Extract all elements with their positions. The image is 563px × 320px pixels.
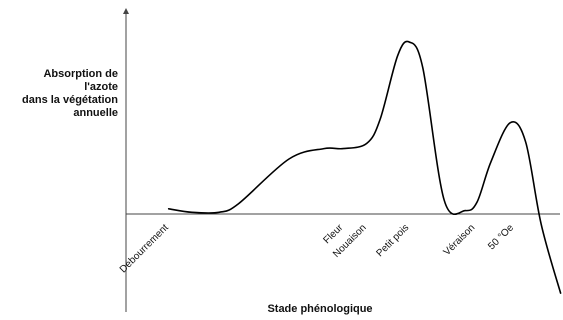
y-axis-arrow bbox=[123, 8, 129, 14]
stage-label: Véraison bbox=[442, 222, 478, 258]
stage-label: Petit pois bbox=[374, 222, 411, 259]
axes bbox=[123, 8, 560, 312]
x-axis-label: Stade phénologique bbox=[267, 303, 373, 315]
y-axis-label-line: l'azote bbox=[84, 81, 118, 93]
y-axis-label: Absorption de l'azote dans la végétation… bbox=[10, 68, 118, 120]
y-axis-label-line: dans la végétation bbox=[22, 94, 118, 106]
y-axis-label-line: annuelle bbox=[73, 107, 118, 119]
y-axis-label-line: Absorption de bbox=[43, 68, 118, 80]
stage-label: 50 °Oe bbox=[486, 222, 516, 252]
nitrogen-absorption-curve bbox=[167, 40, 562, 294]
